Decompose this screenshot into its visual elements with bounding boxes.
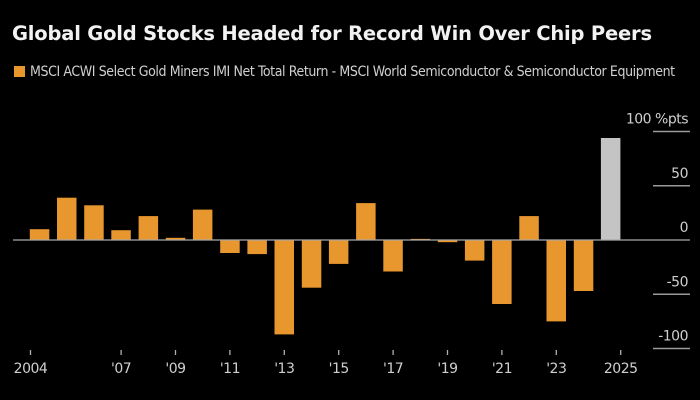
bar-2008 bbox=[138, 216, 159, 240]
bar-2017 bbox=[383, 240, 403, 272]
x-tick-label: '09 bbox=[165, 361, 185, 377]
x-tick-label: '11 bbox=[220, 361, 240, 377]
x-tick-label: '15 bbox=[329, 361, 349, 377]
y-tick-label: -100 bbox=[658, 329, 688, 345]
bar-2004 bbox=[29, 229, 50, 240]
x-tick-label: '07 bbox=[111, 361, 131, 377]
x-tick-label: 2004 bbox=[14, 361, 48, 377]
bar-2019 bbox=[437, 240, 458, 243]
bar-2009 bbox=[165, 237, 186, 240]
legend-swatch bbox=[14, 66, 25, 77]
bar-2007 bbox=[111, 230, 131, 240]
y-tick-label: 0 bbox=[680, 220, 688, 236]
bar-2016 bbox=[356, 203, 376, 240]
chart-title: Global Gold Stocks Headed for Record Win… bbox=[12, 22, 652, 45]
bars-group bbox=[29, 138, 621, 335]
x-tick-label: '17 bbox=[383, 361, 403, 377]
legend: MSCI ACWI Select Gold Miners IMI Net Tot… bbox=[14, 62, 694, 82]
x-tick-label: 2025 bbox=[604, 361, 638, 377]
bar-2022 bbox=[519, 216, 539, 240]
x-axis: 2004 '07 '09 '11 '13 '15 '17 '19 '21 '23 2025 bbox=[14, 350, 638, 377]
bar-2014 bbox=[301, 240, 322, 288]
bar-2005 bbox=[57, 197, 77, 240]
bar-2011 bbox=[220, 240, 240, 253]
x-tick-label: '13 bbox=[274, 361, 294, 377]
y-tick-label: 100 %pts bbox=[626, 112, 688, 128]
bar-2020 bbox=[464, 240, 485, 261]
x-tick-label: '19 bbox=[437, 361, 457, 377]
bar-2012 bbox=[247, 240, 267, 255]
bar-2013 bbox=[274, 240, 294, 335]
bar-2021 bbox=[492, 240, 512, 304]
x-tick-label: '23 bbox=[546, 361, 566, 377]
bar-2025 bbox=[600, 138, 621, 240]
bar-2010 bbox=[192, 209, 213, 240]
bar-2024 bbox=[573, 240, 594, 291]
legend-label: MSCI ACWI Select Gold Miners IMI Net Tot… bbox=[30, 64, 675, 80]
y-axis: 100 %pts 50 0 -50 -100 bbox=[13, 112, 690, 350]
bar-2023 bbox=[546, 240, 566, 322]
bar-2015 bbox=[328, 240, 349, 264]
y-tick-label: -50 bbox=[667, 274, 688, 290]
y-tick-label: 50 bbox=[671, 166, 688, 182]
bar-2006 bbox=[84, 205, 104, 240]
x-tick-label: '21 bbox=[492, 361, 512, 377]
